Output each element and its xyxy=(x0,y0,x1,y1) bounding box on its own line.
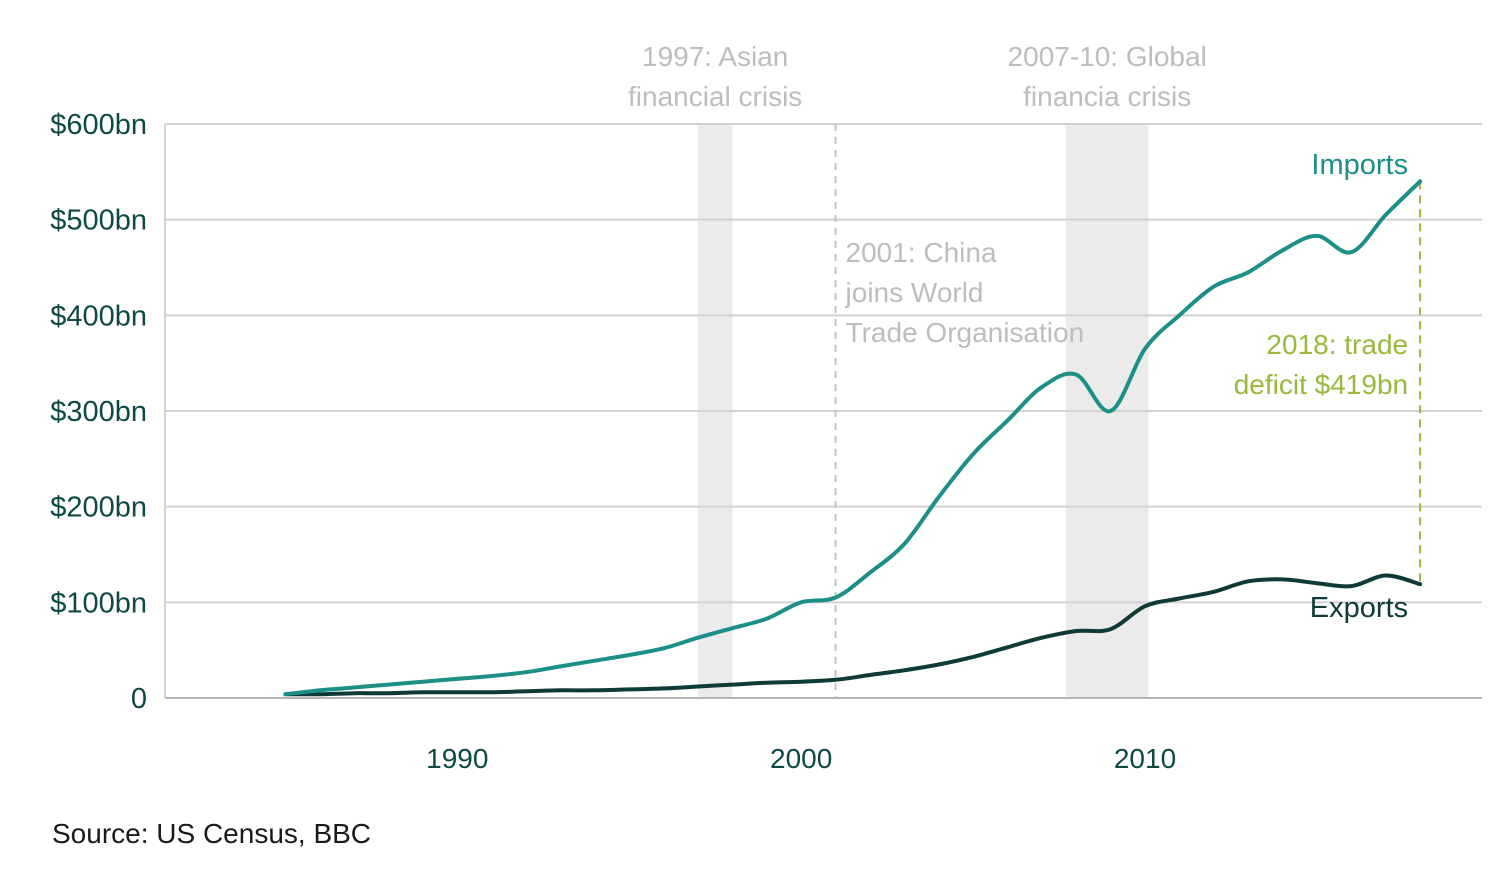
source-note: Source: US Census, BBC xyxy=(52,818,372,849)
y-tick-label: $300bn xyxy=(50,396,147,428)
series-line-imports xyxy=(283,179,1423,697)
x-tick-label: 1990 xyxy=(426,743,488,774)
y-tick-label: $200bn xyxy=(50,492,147,524)
event-annotation-wto: 2001: China joins World Trade Organisation xyxy=(845,237,1085,348)
y-tick-label: $500bn xyxy=(50,205,147,237)
x-tick-label: 2000 xyxy=(770,743,832,774)
y-tick-label: $400bn xyxy=(50,300,147,332)
band-annotation-2: 2007-10: Global financia crisis xyxy=(1008,41,1207,112)
band-annotation-1: 1997: Asian financial crisis xyxy=(628,41,802,112)
series-label-exports: Exports xyxy=(1310,592,1408,624)
y-tick-label: $100bn xyxy=(50,587,147,619)
series-label-imports: Imports xyxy=(1311,149,1408,181)
series-line-exports xyxy=(283,573,1423,697)
deficit-annotation: 2018: trade deficit $419bn xyxy=(1234,329,1408,400)
y-tick-label: $600bn xyxy=(50,109,147,141)
y-tick-label: 0 xyxy=(131,683,147,715)
x-tick-label: 2010 xyxy=(1114,743,1176,774)
